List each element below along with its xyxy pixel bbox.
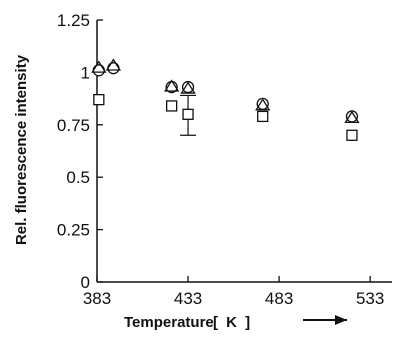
- triangle-marker: [180, 81, 196, 94]
- x-axis-unit: [ K ]: [213, 314, 250, 331]
- y-tick-label: 0: [81, 273, 90, 292]
- x-tick-label: 383: [83, 289, 111, 308]
- y-tick-label: 1.25: [57, 11, 90, 30]
- square-marker: [93, 93, 105, 106]
- y-tick-label: 0.5: [66, 168, 90, 187]
- x-axis-title: Temperature: [124, 314, 214, 331]
- triangle-marker: [91, 60, 107, 73]
- x-tick-label: 483: [265, 289, 293, 308]
- square-marker: [257, 110, 269, 123]
- triangle-marker: [344, 110, 360, 124]
- x-direction-arrow: [303, 315, 347, 325]
- axes: [96, 20, 392, 283]
- y-tick-label: 0.75: [57, 116, 90, 135]
- circle-marker: [92, 64, 105, 77]
- circle-marker: [107, 62, 120, 75]
- y-axis-title: Rel. fluorescence intensity: [13, 54, 30, 245]
- triangle-marker: [163, 79, 180, 92]
- triangle-marker: [105, 58, 122, 71]
- data-markers: [91, 58, 360, 141]
- square-marker: [346, 129, 358, 141]
- y-tick-label: 0.25: [57, 221, 90, 240]
- square-marker: [166, 100, 178, 112]
- ticks: 0 0.25 0.5 0.75 1 1.25 383 433 483 533: [57, 11, 384, 308]
- triangle-marker: [255, 98, 271, 111]
- x-tick-label: 433: [174, 289, 202, 308]
- square-marker: [182, 108, 194, 120]
- y-tick-label: 1: [81, 63, 90, 82]
- x-tick-label: 533: [356, 289, 384, 308]
